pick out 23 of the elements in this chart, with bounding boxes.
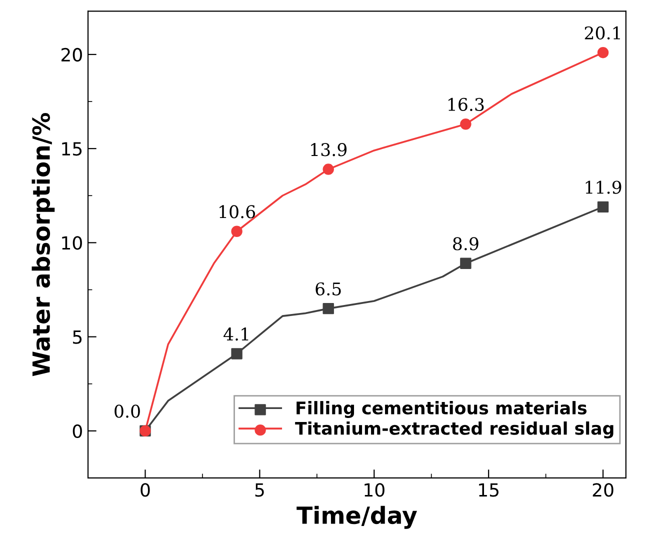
legend-label: Filling cementitious materials — [296, 401, 587, 418]
x-tick-label: 20 — [592, 483, 614, 497]
x-tick-label: 5 — [255, 483, 264, 497]
y-axis-title: Water absorption/% — [32, 112, 55, 376]
legend-label: Titanium-extracted residual slag — [295, 421, 614, 438]
data-label: 6.5 — [316, 282, 341, 296]
y-tick-label: 10 — [62, 236, 82, 250]
y-tick-label: 15 — [62, 142, 82, 156]
y-tick-label: 5 — [73, 330, 82, 344]
x-axis-title: Time/day — [296, 506, 417, 529]
y-tick-label: 20 — [62, 48, 82, 62]
x-tick-label: 10 — [364, 483, 384, 497]
data-label: 11.9 — [586, 180, 622, 194]
data-label: 16.3 — [448, 98, 484, 112]
data-label: 0.0 — [114, 404, 140, 418]
y-tick-label: 0 — [72, 424, 82, 438]
x-tick-label: 0 — [140, 483, 150, 497]
data-label: 10.6 — [220, 205, 256, 218]
data-label: 8.9 — [453, 237, 478, 250]
data-label: 13.9 — [311, 143, 347, 156]
data-label: 4.1 — [224, 328, 248, 341]
data-label: 20.1 — [584, 26, 620, 40]
x-tick-label: 15 — [479, 483, 498, 497]
